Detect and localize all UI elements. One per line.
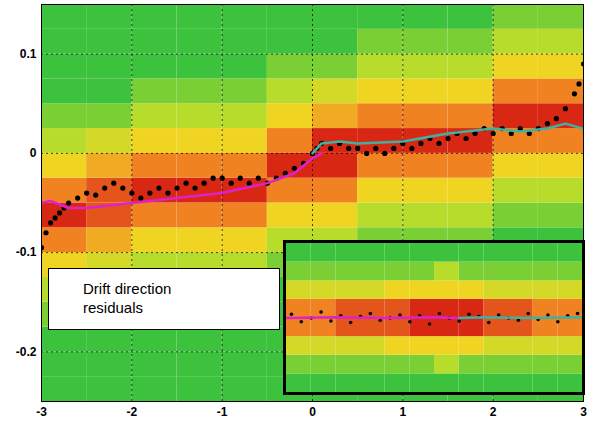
svg-text:-1: -1 [217, 405, 228, 419]
svg-text:0: 0 [309, 405, 316, 419]
svg-text:-0.2: -0.2 [16, 345, 37, 359]
svg-text:3: 3 [580, 405, 587, 419]
html-text:Drift direction residuals: Drift direction residuals [83, 280, 172, 316]
svg-text:-2: -2 [126, 405, 137, 419]
svg-text:1: 1 [399, 405, 406, 419]
svg-text:0: 0 [30, 146, 37, 160]
svg-text:-0.1: -0.1 [16, 245, 37, 259]
svg-text:2: 2 [490, 405, 497, 419]
svg-text:0.1: 0.1 [20, 47, 37, 61]
svg-text:-3: -3 [36, 405, 47, 419]
